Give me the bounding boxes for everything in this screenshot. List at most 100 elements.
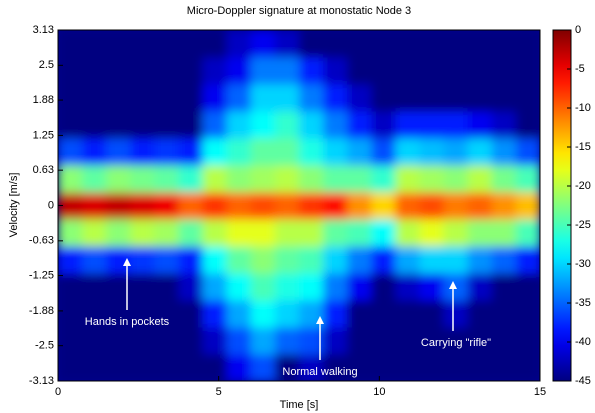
heat-cell (491, 192, 517, 220)
heat-cell (467, 300, 493, 328)
heat-cell (178, 273, 204, 301)
heat-cell (154, 273, 179, 301)
heat-cell (347, 30, 372, 58)
heat-cell (226, 273, 252, 301)
heat-cell (491, 30, 517, 58)
heat-cell (82, 138, 107, 166)
heat-cell (299, 30, 324, 58)
y-tick-label: 0 (48, 199, 54, 211)
heat-cell (250, 273, 276, 301)
heat-cell (323, 273, 348, 301)
heat-cell (130, 192, 155, 220)
y-tick-label: 1.25 (33, 129, 54, 141)
heat-cell (274, 246, 300, 274)
y-tick-label: -1.25 (29, 269, 54, 281)
heat-cell (491, 300, 517, 328)
heat-cell (419, 273, 445, 301)
heat-cell (202, 84, 228, 112)
x-tick-label: 15 (534, 386, 546, 398)
colorbar-tick-label: -5 (575, 63, 585, 75)
heat-cell (467, 165, 493, 193)
heat-cell (371, 30, 396, 58)
heat-cell (515, 327, 540, 355)
heat-cell (515, 84, 540, 112)
heat-cell (491, 138, 517, 166)
heat-cell (443, 219, 469, 247)
heat-cell (395, 273, 420, 301)
heat-cell (202, 273, 228, 301)
heat-cell (395, 84, 420, 112)
heat-cell (178, 30, 204, 58)
heat-cell (299, 84, 324, 112)
heat-cell (106, 219, 131, 247)
heat-cell (82, 57, 107, 85)
annotation-arrowhead (316, 316, 324, 324)
heat-cell (250, 327, 276, 355)
heat-cell (419, 84, 445, 112)
heat-cell (443, 327, 469, 355)
heat-cell (202, 30, 228, 58)
heat-cell (299, 57, 324, 85)
y-tick-label: -1.88 (29, 305, 54, 317)
heat-cell (82, 192, 107, 220)
heat-cell (154, 354, 179, 381)
heat-cell (299, 165, 324, 193)
heat-cell (443, 354, 469, 381)
heat-cell (491, 327, 517, 355)
heat-cell (443, 111, 469, 139)
heat-cell (82, 30, 107, 58)
heat-cell (467, 273, 493, 301)
heat-cell (371, 57, 396, 85)
heat-cell (250, 219, 276, 247)
heat-cell (515, 246, 540, 274)
heat-cell (419, 192, 445, 220)
heat-cell (130, 246, 155, 274)
heat-cell (226, 354, 252, 381)
colorbar-tick-label: -30 (575, 258, 591, 270)
heat-cell (371, 138, 396, 166)
heat-cell (154, 165, 179, 193)
heat-cell (82, 219, 107, 247)
heat-cell (178, 192, 204, 220)
x-tick-label: 5 (216, 386, 222, 398)
heat-cell (371, 219, 396, 247)
heat-cell (467, 354, 493, 381)
y-tick-label: 0.63 (33, 164, 54, 176)
heat-cell (106, 57, 131, 85)
heat-cell (226, 111, 252, 139)
heat-cell (58, 165, 83, 193)
heat-cell (347, 219, 372, 247)
heat-cell (395, 246, 420, 274)
heat-cell (250, 30, 276, 58)
heat-cell (154, 138, 179, 166)
heat-cell (106, 84, 131, 112)
heat-cell (515, 219, 540, 247)
heat-cell (178, 57, 204, 85)
heat-cell (58, 273, 83, 301)
heat-cell (299, 246, 324, 274)
heat-cell (130, 327, 155, 355)
heat-cell (323, 84, 348, 112)
heat-cell (250, 192, 276, 220)
heat-cell (274, 219, 300, 247)
heat-cell (323, 354, 348, 381)
heat-cell (515, 300, 540, 328)
heat-cell (443, 84, 469, 112)
heat-cell (467, 30, 493, 58)
annotation: Normal walking (282, 366, 357, 378)
heat-cell (491, 246, 517, 274)
heat-cell (347, 300, 372, 328)
heat-cell (226, 165, 252, 193)
heat-cell (419, 111, 445, 139)
heat-cell (178, 246, 204, 274)
heat-cell (419, 300, 445, 328)
heat-cell (58, 30, 83, 58)
heat-cell (106, 138, 131, 166)
heat-cell (299, 219, 324, 247)
y-tick-label: -2.5 (35, 340, 54, 352)
heat-cell (491, 165, 517, 193)
heat-cell (419, 165, 445, 193)
heat-cell (419, 354, 445, 381)
heat-cell (226, 192, 252, 220)
heat-cell (395, 165, 420, 193)
